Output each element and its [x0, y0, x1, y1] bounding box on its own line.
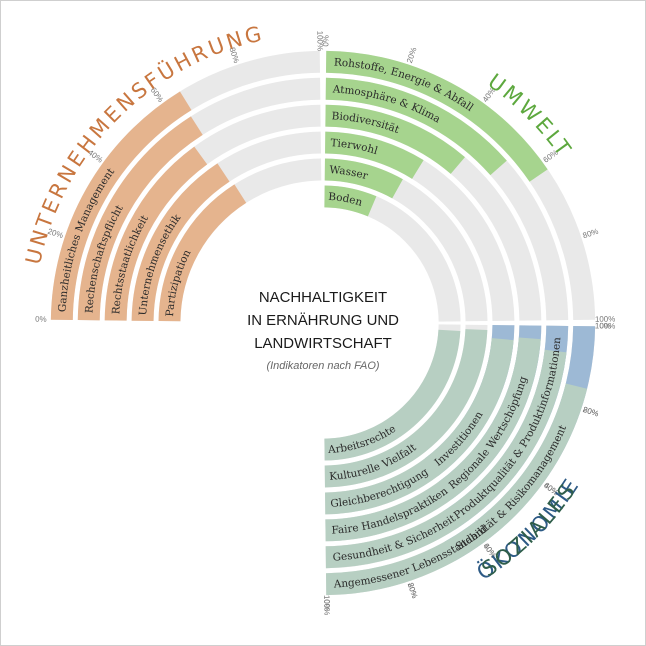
soziales-bar-5: [324, 329, 461, 461]
soziales-tick-4: 80%: [582, 405, 600, 419]
umwelt-tick-5: 100%: [595, 315, 615, 324]
unternehmen-bar-0: [50, 91, 192, 321]
umwelt-tick-0: 0%: [321, 35, 330, 47]
unternehmen-tick-5: 100%: [315, 31, 324, 51]
soziales-tick-5: 100%: [595, 321, 615, 330]
center-title-line-2: IN ERNÄHRUNG UND: [247, 312, 399, 329]
oekonomie-tick-5: 100%: [322, 595, 331, 615]
umwelt-bar-0: [325, 50, 548, 182]
umwelt-bar-4: [324, 158, 403, 199]
unternehmen-bar-4: [158, 184, 247, 322]
soziales-bar-1: [325, 349, 567, 569]
umwelt-bar-1: [325, 77, 507, 176]
soziales-bar-0: [325, 383, 588, 596]
umwelt-bar-5: [324, 185, 377, 217]
soziales-bar-3: [324, 338, 514, 515]
unternehmen-bar-2: [104, 146, 208, 321]
soziales-bar-4: [324, 328, 488, 488]
center-title-line-3: LANDWIRTSCHAFT: [254, 335, 392, 352]
oekonomie-tick-0: 0%: [599, 321, 611, 330]
umwelt-bar-2: [325, 104, 465, 174]
center-title-line-1: NACHHALTIGKEIT: [259, 289, 387, 306]
umwelt-bar-3: [324, 131, 424, 179]
center-subtitle: (Indikatoren nach FAO): [266, 360, 379, 372]
unternehmen-bar-3: [131, 163, 230, 322]
soziales-tick-1: 20%: [406, 582, 420, 600]
umwelt-tick-4: 80%: [582, 227, 600, 241]
unternehmen-bar-1: [77, 116, 203, 321]
soziales-tick-0: 0%: [322, 599, 331, 611]
umwelt-tick-1: 20%: [405, 46, 419, 64]
soziales-bar-2: [325, 337, 541, 542]
unternehmen-tick-0: 0%: [35, 315, 47, 324]
